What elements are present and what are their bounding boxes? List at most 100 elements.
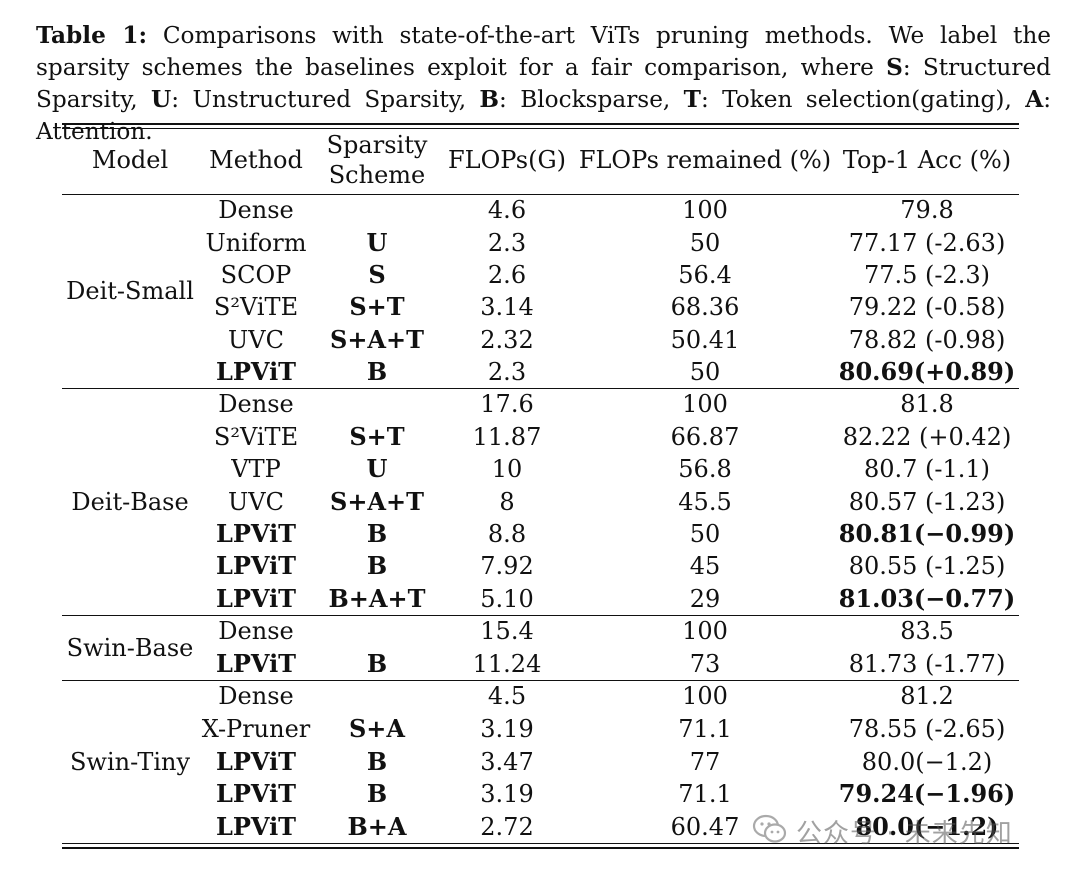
flops-cell: 3.47 [480,747,534,776]
scheme-cell: B [366,648,388,678]
flops-cell: 15.4 [480,617,534,646]
method-cell: Dense [218,196,294,225]
scheme-cell: S+A+T [329,324,425,354]
scheme-cell: B+A [347,811,407,841]
header-scheme-line1: Sparsity [326,131,428,159]
flops-cell: 5.10 [480,584,534,613]
top1-acc-cell: 77.5 (-2.3) [863,260,991,289]
method-cell: VTP [231,455,281,484]
method-cell: LPViT [215,518,297,548]
method-cell: LPViT [215,811,297,841]
flops-cell: 3.19 [480,780,534,809]
scheme-cell: S+T [349,292,405,322]
top1-acc-cell: 81.2 [900,682,954,711]
caption-key-u: U [151,86,172,113]
top1-acc-cell: 81.03(−0.77) [838,583,1016,613]
method-cell: UVC [228,325,284,354]
caption-desc-t: : Token selection(gating), [700,86,1026,113]
flops-cell: 10 [491,455,523,484]
method-cell: SCOP [220,260,292,289]
caption-key-b: B [479,86,500,113]
flops-remained-cell: 66.87 [670,422,740,451]
scheme-cell: S+T [349,421,405,451]
flops-remained-cell: 45.5 [678,487,732,516]
top1-acc-cell: 81.73 (-1.77) [848,649,1006,678]
group-rule-1 [62,388,1019,389]
top1-acc-cell: 80.69(+0.89) [838,356,1016,386]
scheme-cell: S+A+T [329,486,425,516]
flops-cell: 7.92 [480,552,534,581]
flops-remained-cell: 71.1 [678,714,732,743]
table-bottom-rule-2 [62,847,1019,849]
method-cell: LPViT [215,746,297,776]
flops-cell: 4.5 [487,682,527,711]
top1-acc-cell: 80.0(−1.2) [861,747,993,776]
scheme-cell: B+A+T [328,583,426,613]
scheme-cell: B [366,779,388,809]
flops-cell: 4.6 [487,196,527,225]
caption-desc-s: : Structured Sparsity, [36,54,1052,113]
method-cell: Dense [218,390,294,419]
flops-cell: 8.8 [487,519,527,548]
flops-cell: 8 [499,487,515,516]
top1-acc-cell: 82.22 (+0.42) [842,422,1012,451]
method-cell: X-Pruner [201,714,311,743]
flops-cell: 11.87 [472,422,542,451]
top1-acc-cell: 79.8 [900,196,954,225]
header-flops: FLOPs(G) [448,146,566,174]
method-cell: Uniform [205,228,307,257]
top1-acc-cell: 78.82 (-0.98) [848,325,1006,354]
flops-cell: 3.14 [480,293,534,322]
method-cell: LPViT [215,779,297,809]
flops-cell: 2.6 [487,260,527,289]
flops-remained-cell: 56.8 [678,455,732,484]
method-cell: LPViT [215,356,297,386]
scheme-cell: B [366,356,388,386]
flops-remained-cell: 50.41 [670,325,740,354]
method-cell: LPViT [215,551,297,581]
model-cell: Deit-Base [71,487,189,516]
flops-remained-cell: 100 [682,390,728,419]
scheme-cell: U [366,454,388,484]
top1-acc-cell: 79.22 (-0.58) [848,293,1006,322]
caption-text: Comparisons with state-of-the-art ViTs p… [36,22,1052,81]
model-cell: Swin-Tiny [69,747,191,776]
top1-acc-cell: 80.81(−0.99) [838,518,1016,548]
flops-remained-cell: 73 [689,649,721,678]
caption-label: Table 1: [36,22,148,49]
flops-cell: 17.6 [480,390,534,419]
flops-remained-cell: 50 [689,519,721,548]
flops-cell: 11.24 [472,649,542,678]
method-cell: UVC [228,487,284,516]
flops-remained-cell: 50 [689,228,721,257]
scheme-cell: U [366,227,388,257]
flops-remained-cell: 45 [689,552,721,581]
flops-cell: 2.32 [480,325,534,354]
top1-acc-cell: 80.7 (-1.1) [863,455,991,484]
flops-cell: 2.3 [487,357,527,386]
flops-remained-cell: 29 [689,584,721,613]
caption-desc-a: : Attention. [36,86,1051,145]
method-cell: Dense [218,682,294,711]
flops-cell: 3.19 [480,714,534,743]
header-method: Method [209,146,303,174]
table-caption: Table 1: Comparisons with state-of-the-a… [36,20,1051,148]
table-top-rule-2 [62,128,1019,129]
model-cell: Deit-Small [66,277,194,305]
header-top1-acc: Top-1 Acc (%) [842,146,1012,174]
caption-desc-b: : Blocksparse, [499,86,684,113]
flops-cell: 2.72 [480,812,534,841]
top1-acc-cell: 77.17 (-2.63) [848,228,1006,257]
caption-key-a: A [1025,86,1044,113]
caption-key-s: S [886,54,903,81]
scheme-cell: S+A [348,713,406,743]
group-rule-3 [62,680,1019,681]
top1-acc-cell: 80.55 (-1.25) [848,552,1006,581]
table-bottom-rule [62,843,1019,844]
scheme-cell: B [366,746,388,776]
scheme-cell: B [366,551,388,581]
top1-acc-cell: 80.0(−1.2) [855,811,999,841]
caption-desc-u: : Unstructured Sparsity, [171,86,480,113]
method-cell: LPViT [215,583,297,613]
method-cell: Dense [218,617,294,646]
